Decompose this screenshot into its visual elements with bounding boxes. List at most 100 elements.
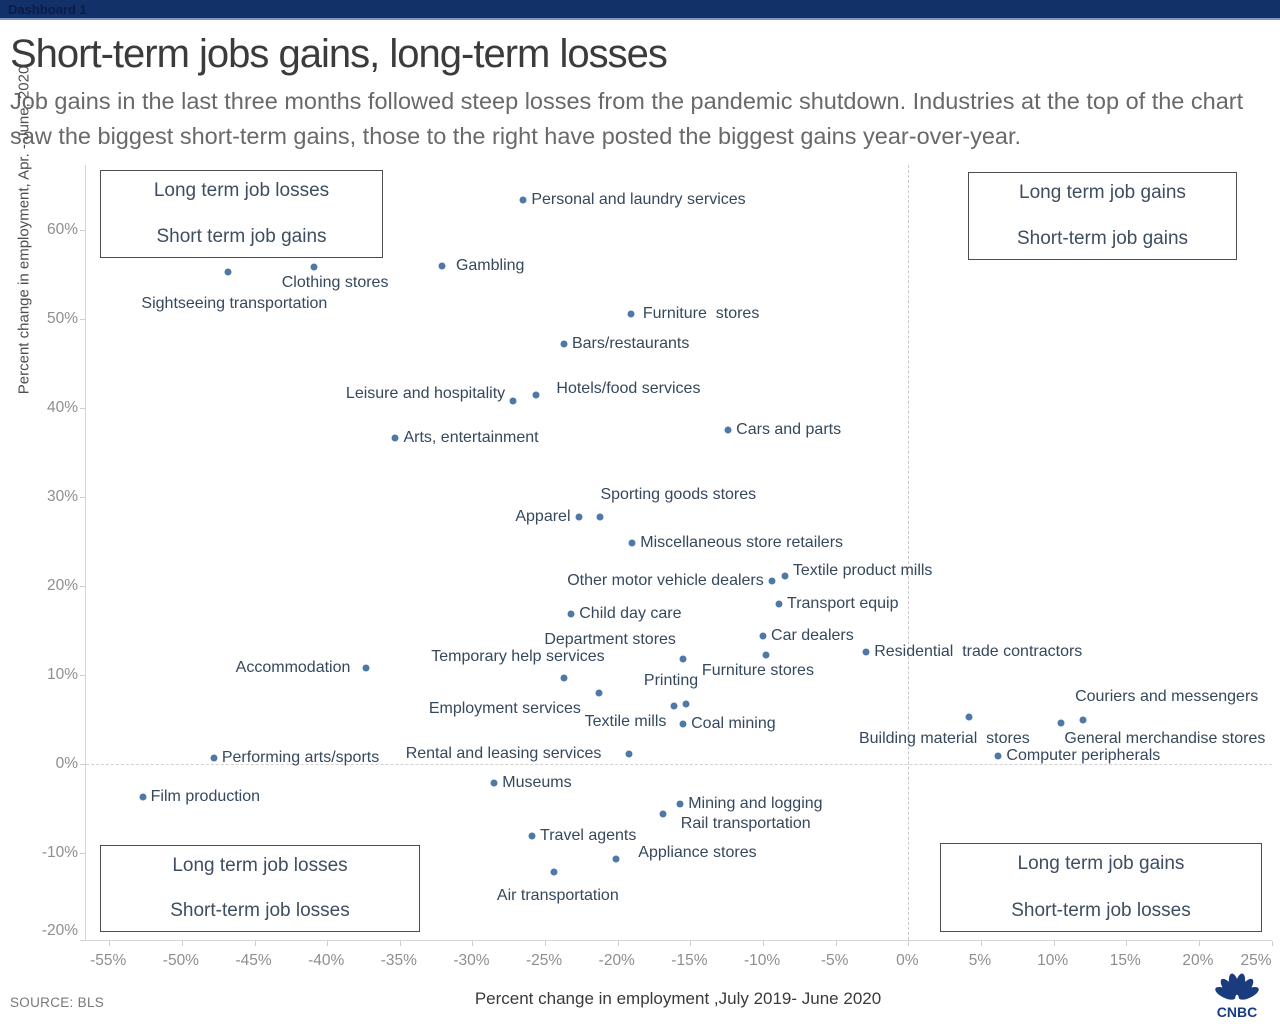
x-tick-label: 20% — [1182, 952, 1214, 969]
plot-area: Personal and laundry services Sightseeing… — [80, 165, 1273, 946]
data-point[interactable] — [532, 391, 540, 399]
data-point-label: Personal and laundry services — [531, 190, 746, 208]
data-point[interactable] — [965, 713, 973, 721]
x-tick-label: -5% — [820, 952, 849, 969]
data-point[interactable] — [560, 674, 568, 682]
x-tick-label: -15% — [671, 952, 708, 969]
data-point[interactable] — [438, 262, 446, 270]
data-point[interactable] — [560, 340, 568, 348]
y-tick-label: 40% — [46, 398, 78, 416]
quadrant-label-line: Short-term job gains — [1016, 228, 1189, 249]
data-point[interactable] — [775, 600, 783, 608]
data-point-label: Miscellaneous store retailers — [640, 534, 844, 552]
dashboard-tab[interactable]: Dashboard 1 — [8, 2, 87, 17]
data-point[interactable] — [627, 310, 635, 318]
y-tick-mark — [80, 940, 85, 941]
data-point[interactable] — [679, 720, 687, 728]
data-point[interactable] — [625, 750, 633, 758]
data-point[interactable] — [682, 700, 690, 708]
data-point[interactable] — [528, 832, 536, 840]
data-point[interactable] — [567, 610, 575, 617]
data-point[interactable] — [768, 577, 776, 585]
data-point-label: Employment services — [428, 699, 581, 717]
zero-line-horizontal — [86, 763, 1272, 765]
data-point[interactable] — [724, 426, 732, 434]
data-point-label: Printing — [643, 672, 699, 690]
y-tick-mark — [80, 585, 85, 587]
quadrant-label-line: Long term job gains — [1017, 853, 1185, 874]
cnbc-logo-text: CNBC — [1217, 1004, 1257, 1019]
data-point[interactable] — [762, 651, 770, 659]
data-point-label: Child day care — [579, 604, 682, 622]
x-tick-label: -20% — [598, 952, 635, 969]
x-tick-label: -35% — [380, 952, 417, 969]
data-point[interactable] — [659, 810, 667, 818]
x-tick-label: -50% — [162, 952, 199, 969]
data-point[interactable] — [210, 754, 218, 762]
y-tick-mark — [80, 763, 85, 765]
quadrant-label-line: Short-term job losses — [170, 900, 350, 921]
data-point[interactable] — [575, 513, 583, 520]
data-point-label: Textile product mills — [792, 562, 933, 580]
data-point-label: Couriers and messengers — [1075, 688, 1259, 706]
data-point[interactable] — [1057, 719, 1065, 727]
data-point-label: Appliance stores — [638, 844, 757, 862]
data-point[interactable] — [595, 689, 603, 697]
data-point[interactable] — [679, 655, 687, 663]
data-point[interactable] — [490, 779, 498, 787]
peacock-icon — [1215, 973, 1259, 1000]
source-label: SOURCE: BLS — [10, 995, 105, 1010]
x-tick-label: -40% — [308, 952, 345, 969]
data-point-label: Arts, entertainment — [403, 429, 539, 447]
data-point[interactable] — [139, 793, 147, 801]
data-point-label: Accommodation — [235, 658, 351, 676]
data-point[interactable] — [994, 752, 1002, 760]
data-point[interactable] — [1079, 716, 1087, 724]
x-tick-label: 5% — [968, 952, 992, 969]
data-point[interactable] — [628, 539, 636, 547]
y-tick-label: 50% — [46, 309, 78, 327]
data-point-label: Sporting goods stores — [600, 485, 757, 503]
data-point[interactable] — [391, 434, 399, 442]
data-point[interactable] — [676, 800, 684, 808]
x-tick-mark — [399, 941, 401, 946]
data-point-label: Transport equip — [787, 594, 899, 612]
x-tick-label: 0% — [896, 952, 919, 969]
data-point[interactable] — [759, 632, 767, 640]
data-point-label: Bars/restaurants — [571, 334, 690, 352]
cnbc-logo: CNBC — [1215, 973, 1259, 1019]
x-tick-mark — [763, 941, 765, 946]
quadrant-box-bottom-left: Long term job losses Short-term job loss… — [100, 845, 420, 932]
x-tick-mark — [1126, 941, 1128, 946]
quadrant-box-bottom-right: Long term job gains Short-term job losse… — [940, 843, 1262, 932]
x-tick-mark — [617, 941, 619, 946]
quadrant-label-line: Long term job losses — [172, 855, 348, 876]
data-point[interactable] — [670, 702, 678, 710]
y-tick-mark — [80, 407, 85, 409]
data-point[interactable] — [781, 572, 789, 580]
data-point-label: Computer peripherals — [1006, 746, 1161, 764]
data-point[interactable] — [612, 855, 620, 863]
data-point-label: Clothing stores — [281, 274, 389, 292]
data-point[interactable] — [550, 868, 558, 876]
data-point-label: Textile mills — [584, 713, 667, 731]
quadrant-box-top-right: Long term job gains Short-term job gains — [968, 172, 1237, 260]
data-point[interactable] — [310, 263, 318, 271]
x-tick-label: -25% — [526, 952, 563, 969]
x-tick-label: -30% — [453, 952, 490, 969]
x-tick-label: 25% — [1240, 952, 1272, 969]
data-point[interactable] — [509, 397, 517, 405]
zero-line-vertical — [908, 165, 910, 940]
data-point[interactable] — [596, 513, 604, 520]
data-point-label: Furniture stores — [701, 662, 814, 680]
data-point[interactable] — [862, 648, 870, 656]
data-point[interactable] — [362, 664, 370, 672]
quadrant-box-top-left: Long term job losses Short term job gain… — [100, 170, 383, 258]
x-tick-label: -55% — [90, 952, 127, 969]
x-tick-mark — [254, 941, 256, 946]
data-point[interactable] — [519, 196, 527, 204]
y-tick-label: -20% — [41, 922, 78, 939]
data-point-label: Cars and parts — [736, 421, 842, 439]
data-point[interactable] — [224, 268, 232, 276]
data-point-label: Museums — [502, 774, 572, 792]
